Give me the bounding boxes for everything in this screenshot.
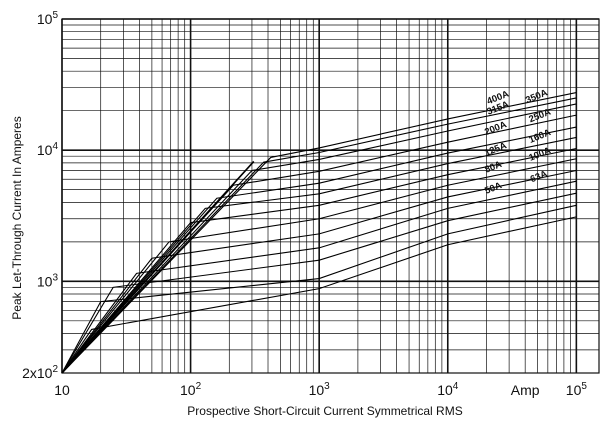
minor-gridlines <box>62 19 599 374</box>
x-tick-label: 104 <box>437 381 459 398</box>
tick-labels: 10 102 103 104 105 2x102 103 104 105 Amp <box>22 10 587 398</box>
let-through-curves <box>61 91 577 374</box>
x-axis-label: Prospective Short-Circuit Current Symmet… <box>187 404 462 418</box>
curve-250a <box>61 114 577 374</box>
x-tick-label: 105 <box>566 381 588 398</box>
curve-63a <box>61 180 577 374</box>
curve-315a <box>61 103 577 374</box>
x-tick-label: 102 <box>180 381 202 398</box>
x-tick-label: 103 <box>309 381 331 398</box>
x-tick-label: 10 <box>54 382 70 398</box>
y-axis-label: Peak Let-Through Current In Amperes <box>10 116 24 319</box>
y-tick-label: 105 <box>37 10 59 27</box>
curve-350a <box>61 97 577 374</box>
curve-label-200a: 200A <box>483 119 508 138</box>
y-tick-label: 2x102 <box>22 364 58 381</box>
curve-label-350a: 350A <box>524 87 549 106</box>
curve-50a <box>61 192 577 374</box>
curve-400a <box>61 91 577 374</box>
curve-100a <box>61 158 577 374</box>
curve-unlabeled <box>61 216 577 374</box>
x-unit-label: Amp <box>511 382 540 398</box>
curve-80a <box>61 169 577 374</box>
curve-label-100a: 100A <box>527 145 552 164</box>
plot-frame <box>61 18 600 374</box>
y-tick-label: 103 <box>37 272 59 289</box>
curve-160a <box>61 136 577 374</box>
y-tick-label: 104 <box>37 141 59 158</box>
curve-125a <box>61 147 577 374</box>
curve-unlabeled <box>61 204 577 374</box>
curve-label-63a: 63A <box>529 169 549 186</box>
